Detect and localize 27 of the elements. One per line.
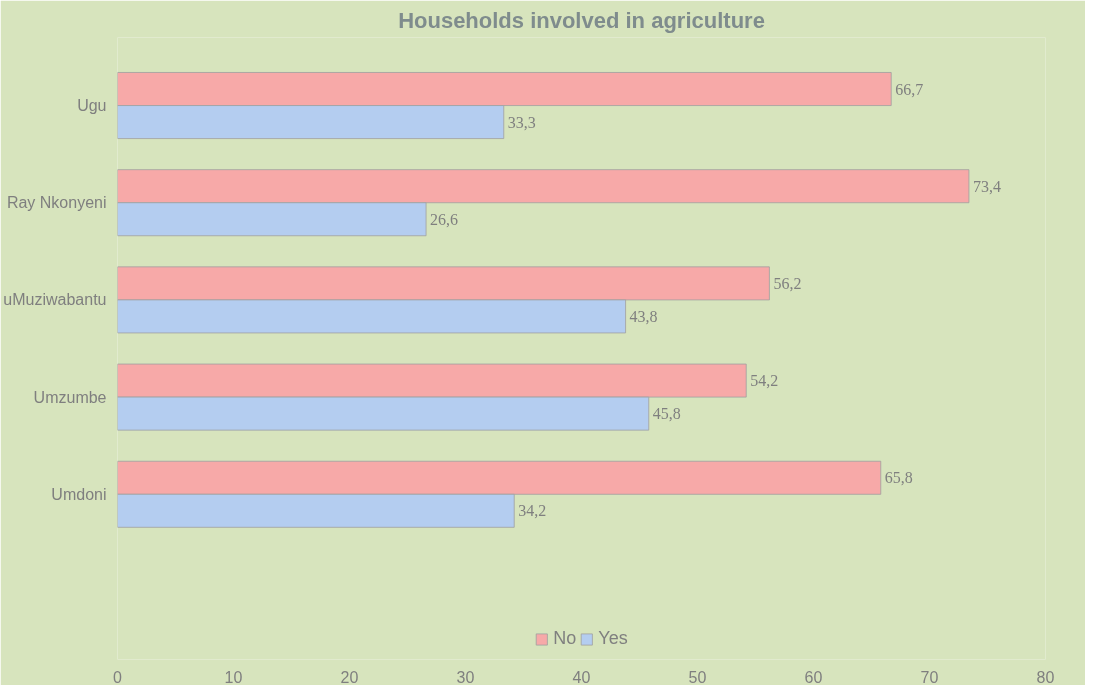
x-tick-label: 30 <box>456 668 475 686</box>
data-label: 34,2 <box>518 502 547 520</box>
y-tick-label: Umzumbe <box>33 388 107 406</box>
x-tick-label: 40 <box>572 668 591 686</box>
x-tick-label: 50 <box>688 668 707 686</box>
y-tick-label: Ugu <box>77 97 107 115</box>
y-tick-label: uMuziwabantu <box>3 291 107 309</box>
chart-title: Households involved in agriculture <box>398 7 765 33</box>
data-label: 54,2 <box>750 372 779 390</box>
data-label: 66,7 <box>895 80 924 98</box>
data-label: 33,3 <box>507 113 536 131</box>
y-tick-label: Ray Nkonyeni <box>6 194 107 212</box>
data-label: 56,2 <box>773 274 802 292</box>
x-tick-label: 80 <box>1036 668 1055 686</box>
x-tick-label: 70 <box>920 668 939 686</box>
legend-label: No <box>553 628 577 649</box>
data-label: 43,8 <box>629 307 658 325</box>
legend-label: Yes <box>598 628 628 649</box>
data-label: 73,4 <box>972 177 1001 195</box>
x-tick-label: 20 <box>340 668 359 686</box>
x-tick-label: 60 <box>804 668 823 686</box>
data-label: 45,8 <box>652 405 681 423</box>
data-label: 65,8 <box>884 469 913 487</box>
data-label: 26,6 <box>430 210 459 228</box>
x-tick-label: 0 <box>113 668 123 686</box>
y-tick-label: Umdoni <box>51 485 107 503</box>
x-tick-label: 10 <box>224 668 243 686</box>
